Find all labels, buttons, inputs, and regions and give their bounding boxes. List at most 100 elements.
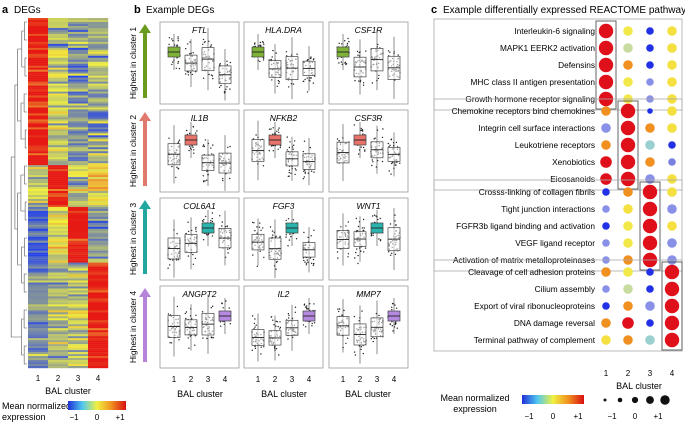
boxplot-cell: MMP7 (328, 285, 409, 369)
sample-point (210, 74, 213, 76)
heatmap-cell (28, 358, 49, 361)
heatmap-cell (88, 85, 109, 88)
dendrogram-branch (23, 345, 27, 365)
sample-point (202, 77, 205, 79)
heatmap-cell (68, 115, 89, 118)
gene-name: IL2 (278, 289, 290, 299)
sample-point (305, 326, 307, 328)
heatmap-cell (48, 316, 69, 319)
sample-point (302, 80, 304, 83)
heatmap-cell (48, 181, 69, 184)
heatmap-cell (28, 366, 49, 369)
heatmap-cell (28, 242, 49, 245)
sample-point (357, 225, 360, 228)
heatmap-cell (28, 159, 49, 162)
sample-point (348, 40, 350, 43)
sample-point (295, 169, 297, 171)
sample-point (175, 259, 178, 261)
heatmap-cell (68, 258, 89, 261)
pathway-dot (646, 27, 654, 35)
b-xlabel-1: BAL cluster (177, 389, 223, 399)
sample-point (337, 308, 339, 310)
heatmap-cell (48, 258, 69, 261)
sample-point (229, 177, 231, 180)
heatmap-cell (68, 280, 89, 283)
sample-point (259, 250, 261, 252)
sample-point (379, 217, 381, 220)
sample-point (389, 51, 391, 53)
heatmap-cell (48, 264, 69, 267)
heatmap-cell (88, 173, 109, 176)
sample-point (304, 78, 306, 81)
heatmap-cell (88, 364, 109, 367)
heatmap-cell (88, 153, 109, 156)
sample-point (362, 218, 365, 221)
heatmap-cell (68, 250, 89, 253)
heatmap-cell (28, 169, 49, 172)
heatmap-cell (48, 304, 69, 307)
heatmap-cell (68, 222, 89, 226)
gene-name: WNT1 (356, 201, 380, 211)
sample-point (388, 251, 390, 253)
sample-point (192, 263, 195, 265)
heatmap-cell (48, 206, 69, 210)
sample-point (305, 307, 308, 309)
heatmap-cell (48, 147, 69, 150)
sample-point (187, 74, 190, 76)
heatmap-cell (28, 83, 49, 86)
heatmap-cell (28, 324, 49, 327)
heatmap-cell (88, 366, 109, 369)
heatmap-cell (48, 200, 69, 204)
heatmap-cell (28, 232, 49, 235)
heatmap-cell (88, 294, 109, 297)
c-legend-tick-high: +1 (573, 412, 583, 421)
sample-point (310, 56, 312, 58)
pathway-dot (667, 221, 677, 231)
sample-point (226, 64, 228, 66)
sample-point (295, 238, 298, 240)
sample-point (185, 73, 187, 75)
heatmap-cell (88, 300, 109, 303)
heatmap-cell (68, 354, 89, 357)
heatmap-cell (28, 264, 49, 267)
pathway-dot (623, 187, 633, 197)
heatmap-cell (68, 83, 89, 86)
heatmap-cell (88, 254, 109, 257)
heatmap-cell (28, 149, 49, 152)
sample-point (288, 314, 290, 317)
heatmap-cell (88, 292, 109, 295)
sample-point (187, 230, 190, 232)
heatmap-cell (48, 159, 69, 162)
heatmap-cell (28, 87, 49, 90)
heatmap-cell (68, 143, 89, 146)
pathway-dot (601, 267, 611, 277)
sample-point (252, 254, 254, 256)
sample-point (259, 222, 261, 224)
sample-point (312, 82, 315, 84)
heatmap-cell (68, 79, 89, 82)
heatmap-cell (28, 187, 49, 190)
heatmap-cell (28, 244, 49, 247)
heatmap-cell (68, 210, 89, 214)
sample-point (309, 309, 311, 311)
heatmap-cell (28, 270, 49, 273)
heatmap-cell (68, 358, 89, 361)
heatmap-cell (88, 324, 109, 327)
heatmap-cell (48, 314, 69, 317)
heatmap-cell (88, 268, 109, 271)
sample-point (306, 59, 308, 62)
heatmap-cell (48, 77, 69, 80)
heatmap-cell (48, 85, 69, 88)
heatmap-cell (88, 334, 109, 337)
heatmap-cell (48, 155, 69, 158)
sample-point (275, 52, 277, 54)
sample-point (344, 40, 346, 42)
pathway-label: Xenobiotics (552, 157, 595, 167)
sample-point (375, 215, 377, 217)
heatmap-cell (28, 91, 49, 94)
heatmap-cell (88, 236, 109, 239)
heatmap-cell (28, 137, 49, 140)
sample-point (357, 254, 359, 257)
heatmap-cell (68, 81, 89, 84)
sample-point (372, 340, 374, 343)
